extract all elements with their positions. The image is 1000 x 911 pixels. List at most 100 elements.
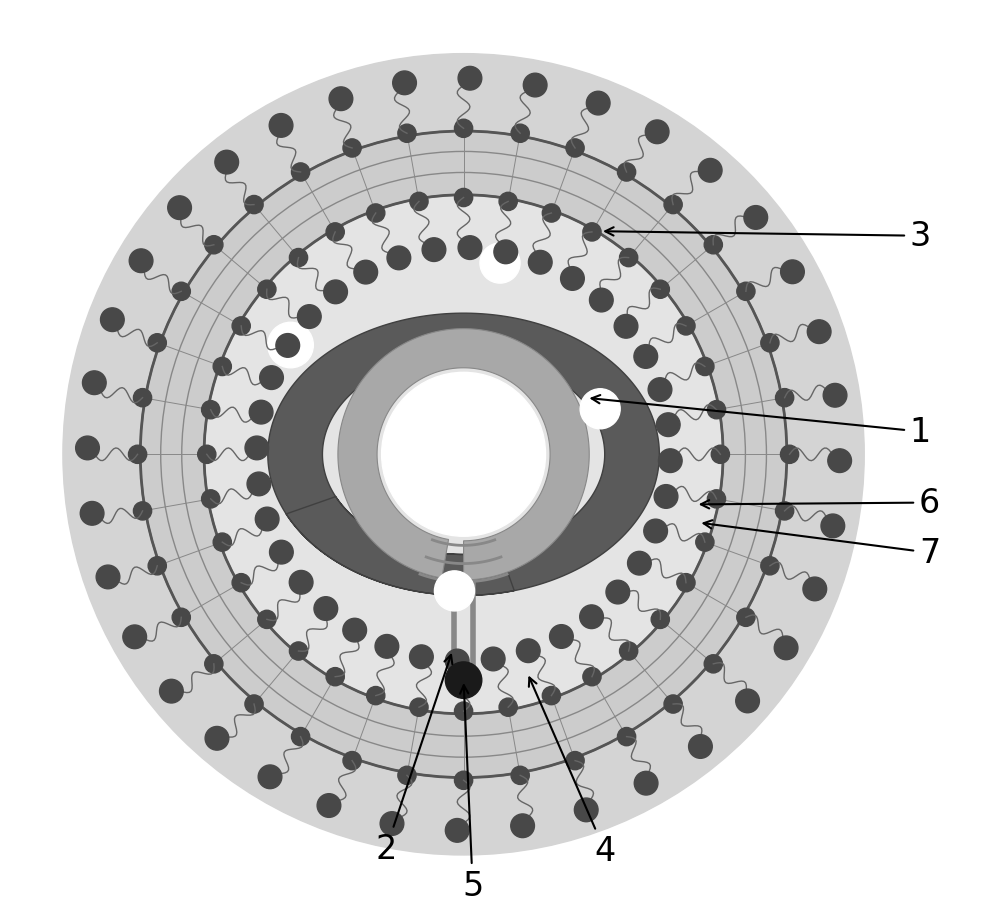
Circle shape [528, 251, 552, 275]
Circle shape [480, 244, 520, 284]
Circle shape [617, 164, 636, 182]
Circle shape [172, 609, 190, 627]
Circle shape [324, 281, 347, 304]
Circle shape [314, 597, 338, 620]
Circle shape [511, 125, 529, 143]
Circle shape [213, 534, 231, 552]
Circle shape [375, 635, 399, 659]
Circle shape [410, 699, 428, 717]
Circle shape [781, 261, 804, 284]
Circle shape [481, 648, 505, 671]
Circle shape [247, 473, 271, 496]
Text: 6: 6 [701, 486, 940, 519]
Circle shape [499, 699, 517, 717]
Circle shape [245, 196, 263, 214]
Circle shape [367, 687, 385, 705]
Circle shape [445, 819, 469, 843]
Circle shape [821, 515, 845, 538]
Circle shape [380, 812, 404, 835]
Circle shape [774, 636, 798, 660]
Circle shape [198, 445, 216, 464]
Circle shape [289, 642, 308, 660]
Circle shape [133, 389, 152, 407]
Circle shape [326, 223, 344, 241]
Circle shape [454, 702, 473, 721]
Circle shape [744, 207, 768, 230]
Circle shape [696, 358, 714, 376]
Circle shape [704, 236, 722, 254]
Circle shape [387, 247, 411, 271]
Circle shape [561, 267, 584, 291]
Circle shape [148, 334, 166, 353]
Circle shape [258, 610, 276, 629]
Circle shape [737, 283, 755, 301]
Circle shape [566, 752, 584, 770]
Circle shape [202, 401, 220, 419]
Circle shape [776, 502, 794, 520]
Circle shape [566, 139, 584, 158]
Circle shape [367, 205, 385, 223]
Circle shape [454, 120, 473, 138]
Text: 2: 2 [375, 655, 452, 865]
Circle shape [129, 250, 153, 273]
Circle shape [704, 655, 722, 673]
Circle shape [454, 189, 473, 208]
Circle shape [326, 668, 344, 686]
Circle shape [707, 401, 726, 419]
Circle shape [645, 121, 669, 145]
Circle shape [606, 580, 630, 604]
Circle shape [614, 315, 638, 339]
Circle shape [736, 690, 759, 713]
Circle shape [410, 645, 433, 669]
Circle shape [205, 236, 223, 254]
Circle shape [215, 151, 239, 175]
Circle shape [80, 502, 104, 526]
Circle shape [634, 772, 658, 795]
Circle shape [354, 261, 378, 284]
Circle shape [761, 558, 779, 575]
Circle shape [205, 727, 229, 751]
Circle shape [434, 571, 475, 611]
Circle shape [168, 197, 191, 220]
Circle shape [63, 55, 864, 855]
Circle shape [737, 609, 755, 627]
Circle shape [516, 640, 540, 663]
Circle shape [550, 625, 573, 649]
Circle shape [542, 205, 561, 223]
Circle shape [628, 552, 651, 576]
Wedge shape [140, 132, 787, 778]
Circle shape [101, 309, 124, 333]
Text: 4: 4 [529, 678, 615, 867]
Circle shape [398, 125, 416, 143]
Circle shape [445, 650, 469, 673]
Circle shape [445, 662, 482, 699]
Circle shape [245, 436, 269, 460]
Circle shape [574, 798, 598, 822]
Text: 3: 3 [605, 220, 931, 253]
Circle shape [382, 373, 546, 537]
Circle shape [664, 196, 682, 214]
Circle shape [398, 766, 416, 784]
Circle shape [542, 687, 561, 705]
Circle shape [260, 366, 283, 390]
Circle shape [258, 765, 282, 789]
Text: 1: 1 [592, 395, 931, 448]
Circle shape [494, 241, 518, 264]
Circle shape [422, 239, 446, 262]
Circle shape [807, 321, 831, 344]
Circle shape [232, 317, 250, 335]
Circle shape [620, 250, 638, 268]
Circle shape [289, 250, 308, 268]
Circle shape [677, 317, 695, 335]
Circle shape [172, 283, 190, 301]
Circle shape [160, 680, 183, 703]
Circle shape [269, 115, 293, 138]
Circle shape [276, 334, 300, 358]
Circle shape [651, 281, 669, 299]
Circle shape [696, 534, 714, 552]
Text: 7: 7 [704, 520, 940, 569]
Circle shape [664, 695, 682, 713]
Circle shape [656, 414, 680, 437]
Circle shape [620, 642, 638, 660]
Circle shape [689, 735, 712, 759]
